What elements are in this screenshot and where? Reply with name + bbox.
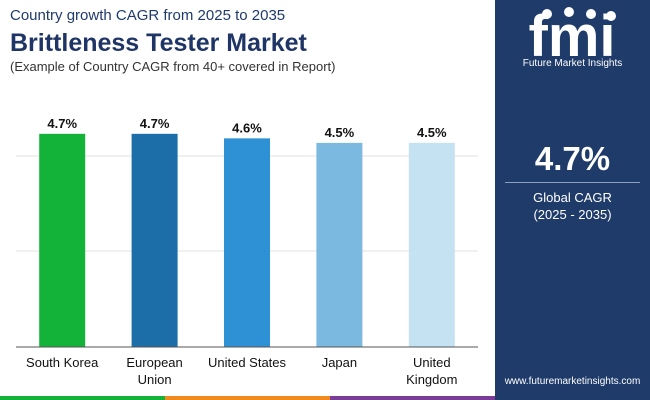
footer-color-strip	[0, 396, 495, 400]
bar-chart: 4.7% South Korea 4.7% European Union 4.6% Unit…	[16, 116, 478, 387]
chart-note: (Example of Country CAGR from 40+ covere…	[10, 59, 336, 74]
x-tick-label: United States	[208, 355, 287, 370]
data-label: 4.6%	[232, 120, 262, 135]
global-cagr-value: 4.7%	[534, 140, 611, 177]
chart-subtitle: Country growth CAGR from 2025 to 2035	[10, 7, 286, 24]
x-tick-label: Kingdom	[406, 372, 457, 387]
bar	[224, 138, 270, 347]
fmi-logo: fmi	[529, 4, 616, 69]
x-tick-label: South Korea	[26, 355, 99, 370]
x-tick-label: Japan	[322, 355, 357, 370]
cagr-divider	[505, 182, 640, 183]
header: Country growth CAGR from 2025 to 2035 Br…	[10, 6, 480, 75]
right-panel: fmi Future Market Insights 4.7% Global C…	[495, 0, 650, 400]
data-label: 4.7%	[47, 116, 77, 131]
website-link[interactable]: www.futuremarketinsights.com	[504, 376, 641, 387]
bar	[408, 142, 455, 347]
global-cagr-label: Global CAGR	[533, 190, 612, 205]
footer-color-segment	[0, 396, 165, 400]
x-tick-label: United	[413, 355, 451, 370]
chart-title: Brittleness Tester Market	[10, 29, 307, 57]
bar	[316, 142, 363, 347]
bar	[39, 133, 86, 347]
brand-name: Future Market Insights	[522, 58, 623, 69]
x-tick-label: European	[126, 355, 182, 370]
global-cagr-period: (2025 - 2035)	[533, 207, 612, 222]
footer-color-segment	[330, 396, 495, 400]
data-label: 4.5%	[325, 125, 355, 140]
data-label: 4.7%	[140, 116, 170, 131]
footer-color-segment	[165, 396, 330, 400]
data-label: 4.5%	[417, 125, 447, 140]
chart-area: 4.7% South Korea 4.7% European Union 4.6% Unit…	[0, 93, 495, 400]
x-tick-label: Union	[138, 372, 172, 387]
bar	[131, 133, 178, 347]
